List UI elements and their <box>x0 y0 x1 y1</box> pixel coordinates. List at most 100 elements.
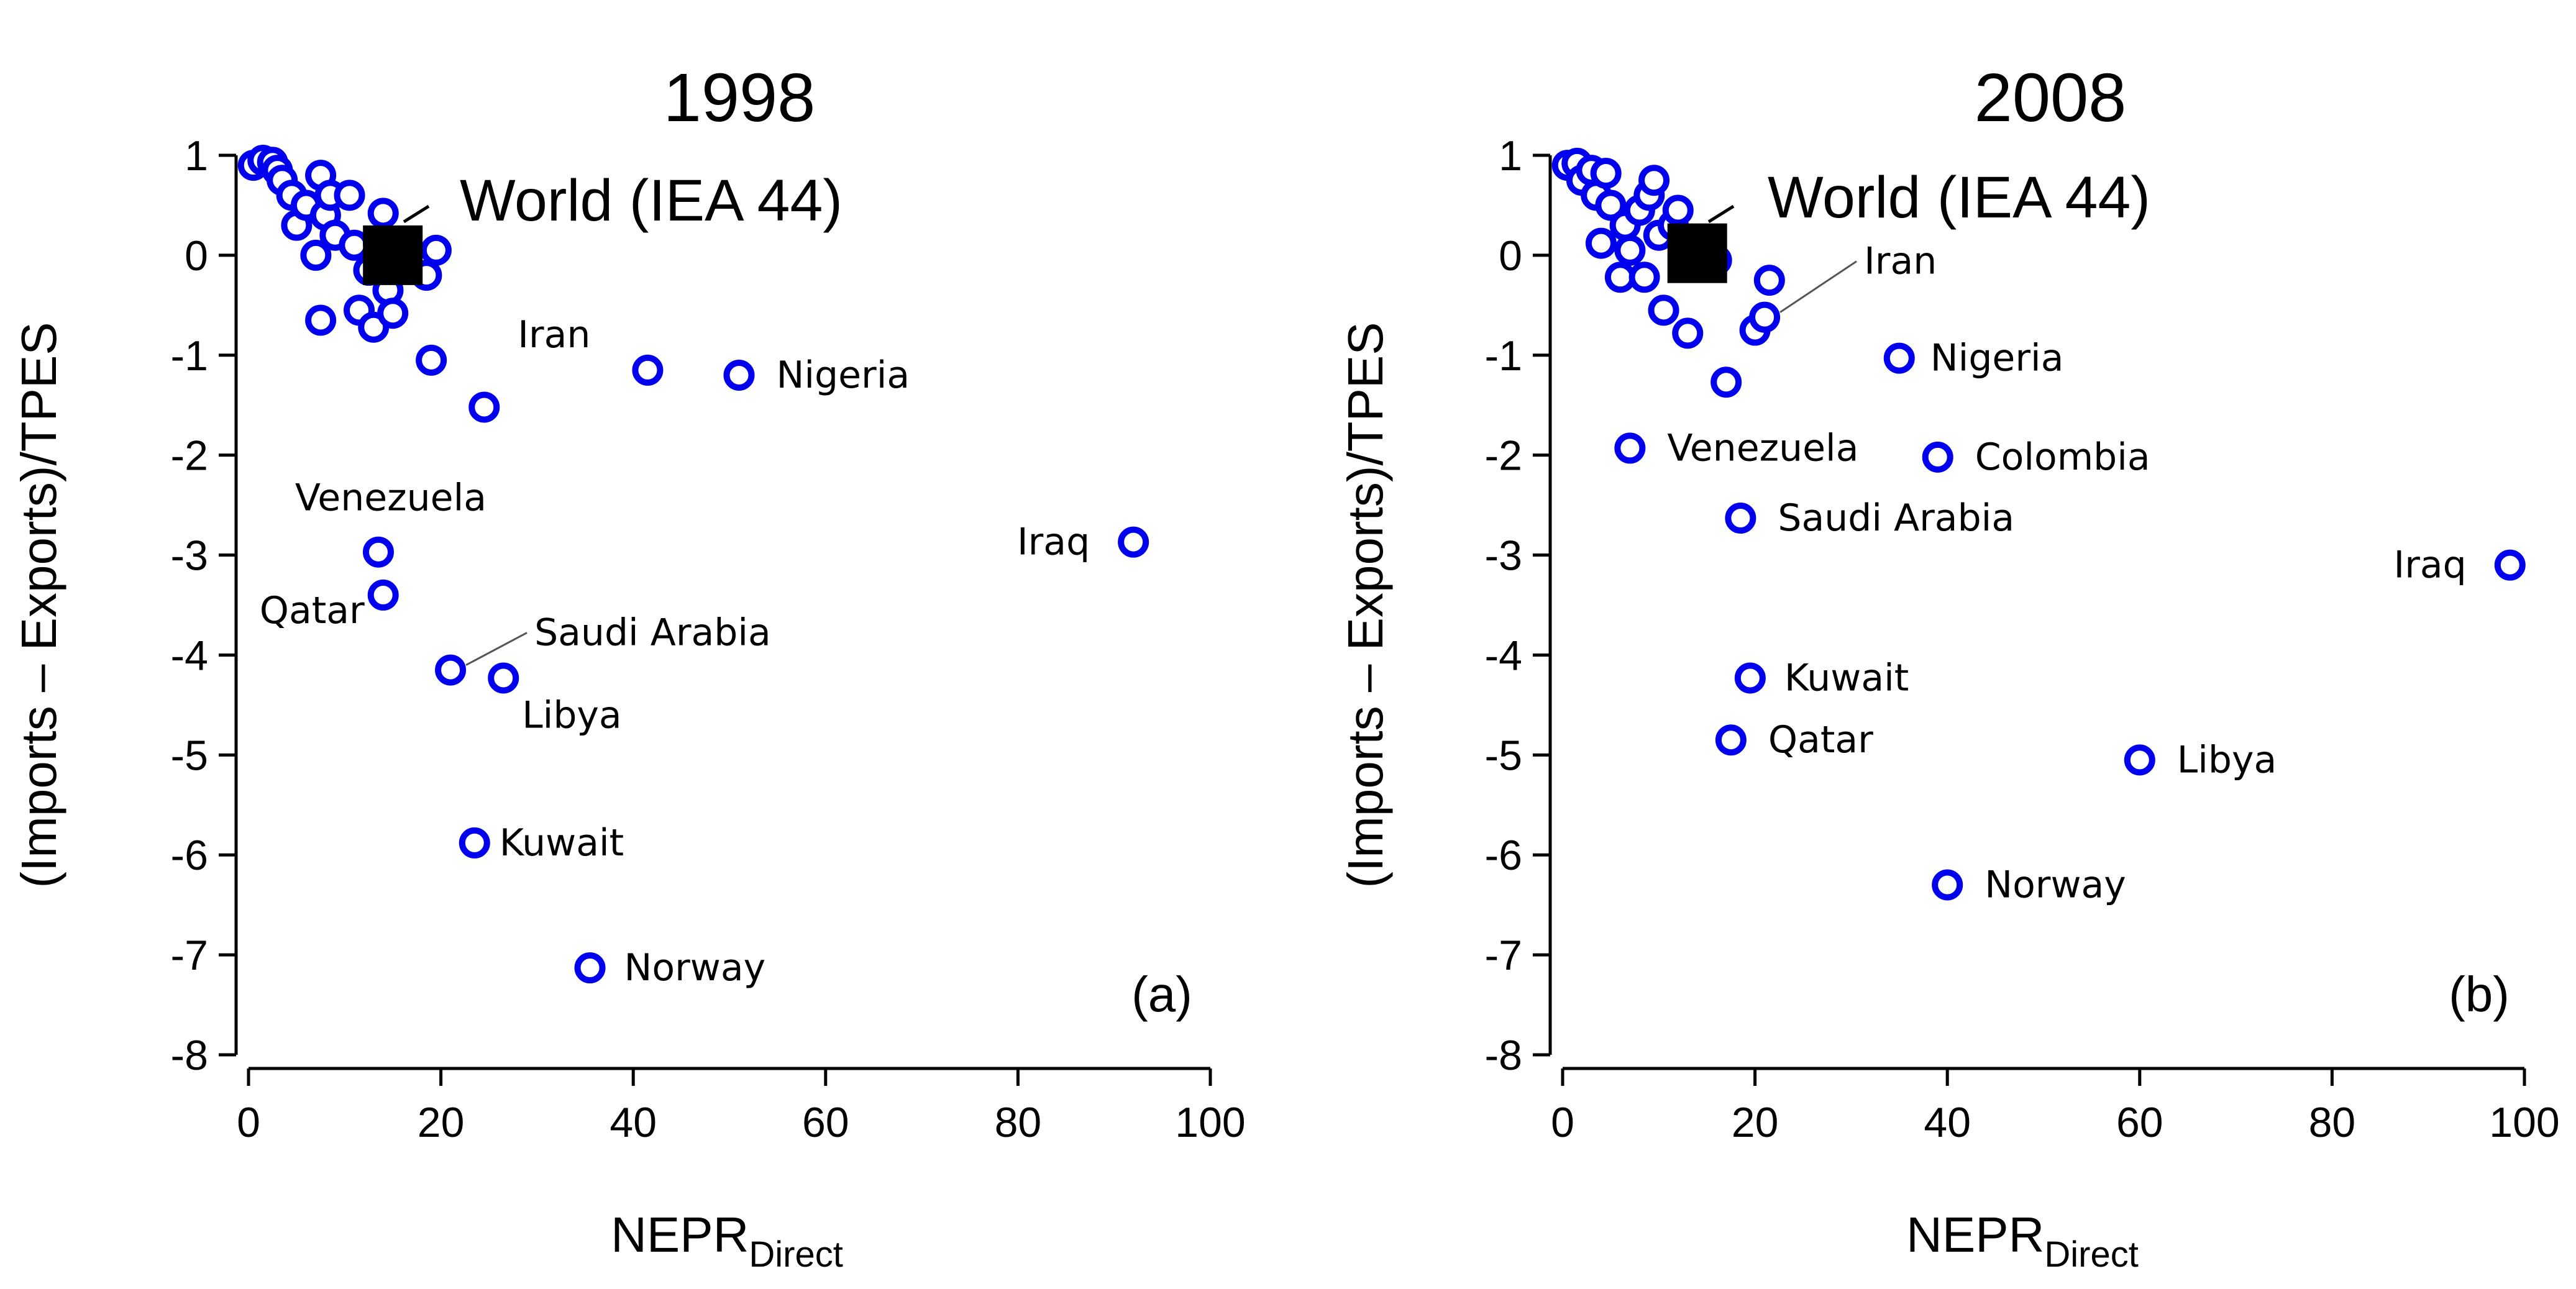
data-point <box>416 344 447 376</box>
y-tick-label: -3 <box>1485 532 1522 580</box>
x-tick-label: 80 <box>995 1099 1042 1146</box>
point-label-iraq: Iraq <box>2394 544 2467 587</box>
y-tick-label: -3 <box>171 532 208 580</box>
data-point <box>420 234 452 266</box>
data-point <box>1753 265 1785 296</box>
data-point-kuwait <box>459 827 490 859</box>
data-point <box>334 180 365 211</box>
x-tick-label: 20 <box>418 1099 465 1146</box>
data-point-iraq <box>2494 549 2526 581</box>
x-tick-label: 0 <box>1551 1099 1574 1146</box>
panel-1998: 1998 1 0 -1 -2 -3 -4 -5 -6 -7 -8 0 20 40 60 80 100 (Impor… <box>11 60 1246 1275</box>
y-tick-label: -5 <box>1485 732 1522 779</box>
data-point-iraq <box>1118 526 1149 558</box>
x-tick-label: 0 <box>237 1099 260 1146</box>
y-tick-label: -1 <box>171 332 208 380</box>
point-label-iran: Iran <box>1864 240 1937 283</box>
data-point-qatar <box>367 579 399 611</box>
data-point <box>1638 165 1670 196</box>
x-tick-label: 60 <box>2116 1099 2163 1146</box>
data-point-venezuela <box>362 536 394 568</box>
data-point <box>468 391 500 423</box>
x-tick-label: 80 <box>2309 1099 2356 1146</box>
y-tick-label: -7 <box>171 932 208 979</box>
point-label-colombia: Colombia <box>1975 435 2150 479</box>
point-label-saudi-arabia: Saudi Arabia <box>534 611 771 655</box>
data-point-iran <box>1749 301 1781 333</box>
x-tick-label: 60 <box>802 1099 849 1146</box>
point-label-nigeria: Nigeria <box>776 353 910 397</box>
world-label: World (IEA 44) <box>460 168 843 234</box>
x-tick-label: 20 <box>1732 1099 1779 1146</box>
data-point <box>1628 262 1660 293</box>
y-tick-label: -7 <box>1485 932 1522 979</box>
point-label-nigeria: Nigeria <box>1930 337 2064 380</box>
chart-title: 1998 <box>664 60 816 136</box>
leader-line-iran <box>1779 260 1857 313</box>
data-point <box>1585 227 1617 259</box>
y-tick-label: -4 <box>171 632 208 679</box>
world-label-tick <box>403 204 430 224</box>
x-tick-label: 100 <box>2489 1099 2559 1146</box>
y-tick-label: -1 <box>1485 332 1522 380</box>
y-axis-title: (Imports – Exports)/TPES <box>11 322 66 888</box>
y-tick-label: -5 <box>171 732 208 779</box>
data-point <box>305 304 337 336</box>
data-point-kuwait <box>1734 662 1766 694</box>
x-tick-label: 40 <box>610 1099 657 1146</box>
data-point-venezuela <box>1614 432 1646 464</box>
point-label-iran: Iran <box>518 313 590 357</box>
data-point-libya <box>2124 744 2155 776</box>
panel-tag: (a) <box>1131 967 1192 1022</box>
point-label-qatar: Qatar <box>260 589 365 632</box>
y-tick-label: -8 <box>171 1032 208 1079</box>
data-point-qatar <box>1715 724 1747 756</box>
data-point <box>377 298 409 329</box>
data-point-saudi-arabia <box>1725 503 1756 534</box>
x-tick-label: 100 <box>1175 1099 1245 1146</box>
point-label-norway: Norway <box>1985 863 2126 906</box>
data-point-iran <box>632 354 664 386</box>
point-label-kuwait: Kuwait <box>1784 656 1909 699</box>
world-marker <box>363 225 423 285</box>
world-label: World (IEA 44) <box>1768 165 2150 230</box>
y-tick-label: -6 <box>171 832 208 879</box>
x-axis-title-main: NEPR <box>611 1207 749 1262</box>
data-point-norway <box>574 952 606 984</box>
point-label-venezuela: Venezuela <box>295 476 486 520</box>
data-point <box>1614 234 1646 266</box>
point-label-libya: Libya <box>2177 738 2277 781</box>
data-point-nigeria <box>723 359 755 391</box>
data-point-libya <box>488 662 519 694</box>
point-label-kuwait: Kuwait <box>500 821 624 865</box>
world-marker <box>1667 223 1727 283</box>
y-tick-label: -8 <box>1485 1032 1522 1079</box>
world-label-tick <box>1707 204 1735 224</box>
data-point <box>1648 294 1679 326</box>
y-axis-title: (Imports – Exports)/TPES <box>1338 322 1393 888</box>
panel-tag: (b) <box>2449 967 2510 1022</box>
data-point <box>1590 157 1622 189</box>
point-label-venezuela: Venezuela <box>1667 426 1858 470</box>
x-axis-title: NEPRDirect <box>611 1207 843 1275</box>
y-tick-label: 1 <box>185 132 208 180</box>
y-tick-label: 0 <box>1499 232 1522 280</box>
data-point <box>367 198 399 229</box>
data-point-saudi-arabia <box>435 654 467 686</box>
x-tick-label: 40 <box>1924 1099 1971 1146</box>
y-tick-label: 0 <box>185 232 208 280</box>
y-tick-label: -2 <box>1485 432 1522 480</box>
data-point <box>300 239 332 271</box>
x-axis-title-subscript: Direct <box>749 1234 843 1275</box>
chart-title: 2008 <box>1975 60 2127 136</box>
y-tick-label: -2 <box>171 432 208 480</box>
data-point <box>1672 317 1704 349</box>
data-point-norway <box>1932 869 1963 901</box>
point-label-qatar: Qatar <box>1768 718 1873 762</box>
point-label-saudi-arabia: Saudi Arabia <box>1778 496 2014 540</box>
data-point-nigeria <box>1883 342 1915 374</box>
point-label-norway: Norway <box>624 946 766 990</box>
data-point <box>1595 189 1627 221</box>
leader-line-saudi-arabia <box>465 632 528 666</box>
